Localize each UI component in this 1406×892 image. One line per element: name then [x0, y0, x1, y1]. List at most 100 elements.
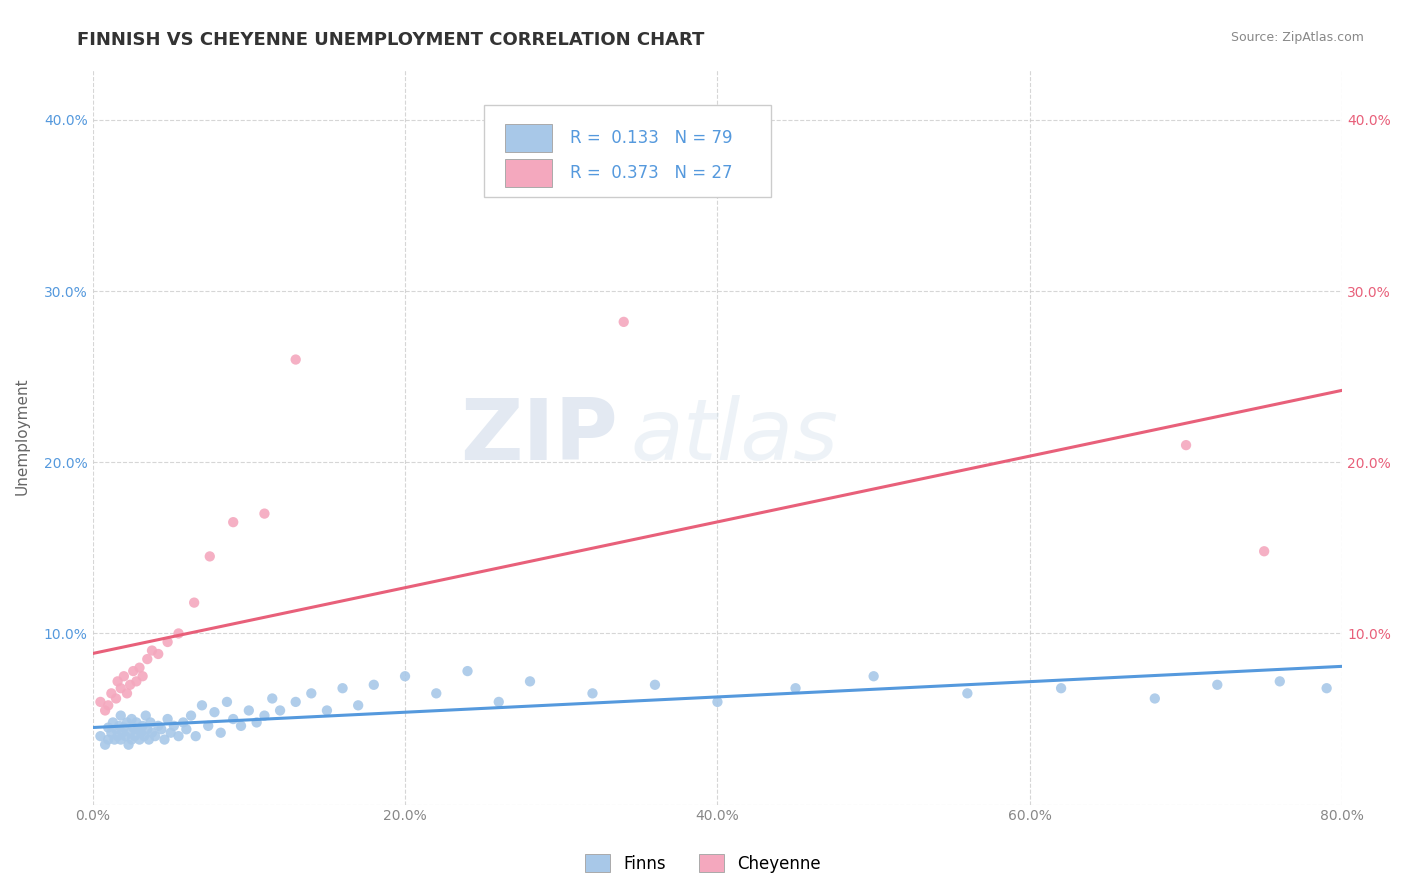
Point [1206, 678, 1229, 692]
Point [159, 725, 181, 739]
Point [125, 715, 148, 730]
Point [101, 715, 124, 730]
Point [172, 715, 194, 730]
Point [156, 635, 179, 649]
Point [1143, 691, 1166, 706]
Point [488, 695, 510, 709]
Point [129, 725, 152, 739]
Point [97, 721, 120, 735]
Point [316, 703, 339, 717]
Point [97, 698, 120, 713]
Point [117, 738, 139, 752]
Point [110, 732, 132, 747]
Point [112, 669, 135, 683]
Point [519, 674, 541, 689]
Point [363, 678, 385, 692]
Point [110, 681, 132, 696]
Point [112, 721, 135, 735]
Text: R =  0.133   N = 79: R = 0.133 N = 79 [569, 129, 733, 147]
FancyBboxPatch shape [505, 159, 553, 187]
Point [131, 719, 153, 733]
Point [120, 725, 142, 739]
Point [122, 721, 145, 735]
Point [197, 719, 219, 733]
Point [229, 719, 252, 733]
Point [209, 725, 232, 739]
Point [134, 729, 156, 743]
Point [107, 729, 129, 743]
Point [139, 715, 162, 730]
Point [128, 732, 150, 747]
Point [148, 647, 170, 661]
Text: R =  0.373   N = 27: R = 0.373 N = 27 [569, 164, 733, 182]
Point [107, 674, 129, 689]
Point [141, 725, 163, 739]
Point [613, 315, 636, 329]
Point [284, 352, 307, 367]
Point [115, 686, 138, 700]
Point [94, 703, 117, 717]
Text: Source: ZipAtlas.com: Source: ZipAtlas.com [1230, 31, 1364, 45]
Point [100, 686, 122, 700]
Text: ZIP: ZIP [460, 395, 617, 478]
FancyBboxPatch shape [484, 105, 770, 197]
Point [120, 678, 142, 692]
Point [180, 708, 202, 723]
Point [394, 669, 416, 683]
Point [222, 515, 245, 529]
Point [128, 661, 150, 675]
Point [644, 678, 666, 692]
Point [115, 715, 138, 730]
Point [131, 669, 153, 683]
Point [94, 738, 117, 752]
Point [183, 596, 205, 610]
Point [121, 712, 143, 726]
Point [114, 729, 136, 743]
Point [862, 669, 884, 683]
Point [269, 703, 291, 717]
Point [956, 686, 979, 700]
Legend: Finns, Cheyenne: Finns, Cheyenne [578, 847, 828, 880]
Point [176, 723, 198, 737]
Point [222, 712, 245, 726]
Point [89, 695, 111, 709]
Text: FINNISH VS CHEYENNE UNEMPLOYMENT CORRELATION CHART: FINNISH VS CHEYENNE UNEMPLOYMENT CORRELA… [77, 31, 704, 49]
Point [184, 729, 207, 743]
Point [103, 732, 125, 747]
Point [89, 729, 111, 743]
FancyBboxPatch shape [505, 125, 553, 153]
Point [156, 712, 179, 726]
Point [1268, 674, 1291, 689]
Point [581, 686, 603, 700]
Point [238, 703, 260, 717]
Point [332, 681, 354, 696]
Point [124, 729, 146, 743]
Point [153, 732, 176, 747]
Point [143, 729, 166, 743]
Y-axis label: Unemployment: Unemployment [15, 377, 30, 495]
Point [167, 729, 190, 743]
Point [425, 686, 447, 700]
Point [136, 652, 159, 666]
Point [457, 664, 479, 678]
Point [785, 681, 807, 696]
Point [121, 732, 143, 747]
Point [111, 725, 134, 739]
Point [97, 732, 120, 747]
Point [246, 715, 269, 730]
Point [347, 698, 370, 713]
Point [127, 723, 149, 737]
Point [135, 708, 157, 723]
Point [191, 698, 214, 713]
Point [163, 719, 186, 733]
Point [204, 705, 226, 719]
Point [262, 691, 284, 706]
Point [253, 708, 276, 723]
Point [148, 719, 170, 733]
Point [141, 643, 163, 657]
Point [706, 695, 728, 709]
Point [215, 695, 238, 709]
Text: atlas: atlas [630, 395, 838, 478]
Point [122, 664, 145, 678]
Point [167, 626, 190, 640]
